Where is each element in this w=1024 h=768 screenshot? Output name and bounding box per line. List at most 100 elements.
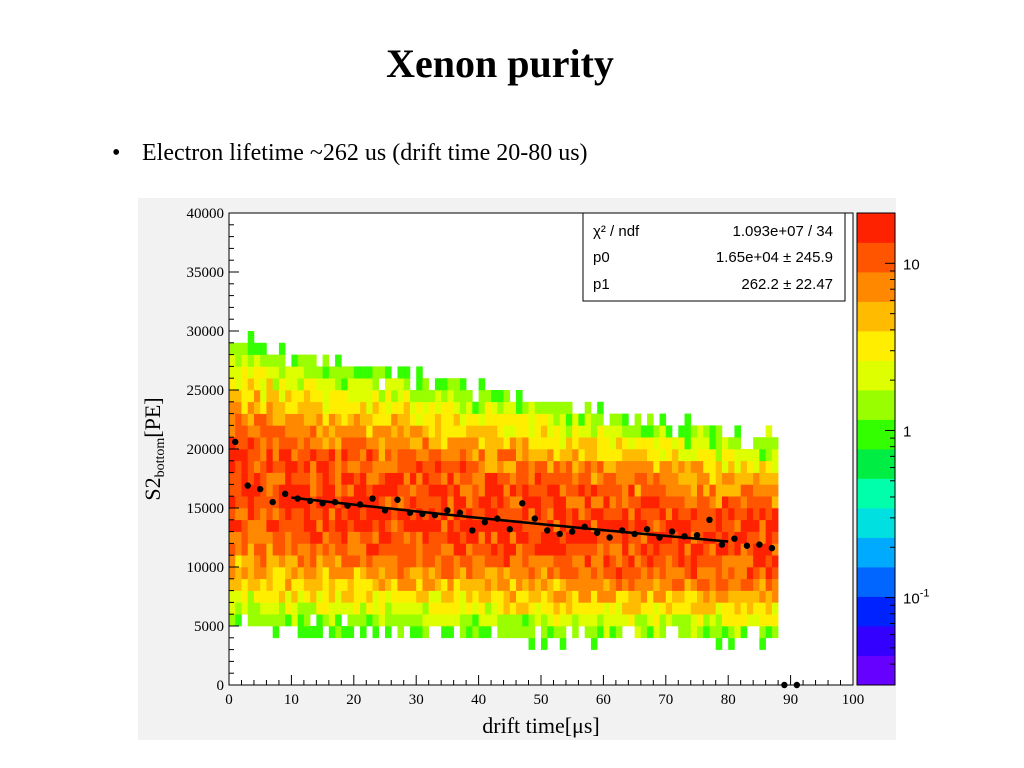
heatmap-cell bbox=[328, 390, 336, 403]
heatmap-cell bbox=[697, 614, 704, 627]
heatmap-cell bbox=[347, 425, 355, 438]
heatmap-cell bbox=[547, 472, 554, 485]
heatmap-cell bbox=[609, 519, 617, 532]
heatmap-cell bbox=[266, 413, 273, 426]
heatmap-cell bbox=[659, 590, 667, 603]
heatmap-cell bbox=[697, 508, 704, 521]
heatmap-cell bbox=[534, 555, 542, 568]
heatmap-cell bbox=[541, 602, 548, 615]
heatmap-cell bbox=[753, 449, 760, 462]
heatmap-cell bbox=[378, 519, 386, 532]
heatmap-cell bbox=[397, 390, 405, 403]
heatmap-cell bbox=[509, 401, 517, 414]
heatmap-cell bbox=[278, 614, 286, 627]
heatmap-cell bbox=[260, 508, 267, 521]
heatmap-cell bbox=[253, 578, 261, 591]
heatmap-cell bbox=[753, 472, 760, 485]
heatmap-cell bbox=[322, 555, 330, 568]
heatmap-cell bbox=[497, 390, 504, 403]
heatmap-cell bbox=[709, 472, 717, 485]
heatmap-cell bbox=[634, 602, 642, 615]
heatmap-cell bbox=[347, 401, 355, 414]
heatmap-cell bbox=[559, 449, 567, 462]
heatmap-cell bbox=[241, 578, 249, 591]
heatmap-cell bbox=[572, 519, 579, 532]
colorbar-segment bbox=[857, 213, 895, 243]
heatmap-cell bbox=[341, 578, 348, 591]
heatmap-cell bbox=[697, 555, 704, 568]
profile-point bbox=[306, 497, 314, 505]
heatmap-cell bbox=[335, 354, 342, 367]
heatmap-cell bbox=[372, 484, 380, 497]
heatmap-cell bbox=[397, 449, 405, 462]
heatmap-cell bbox=[484, 519, 492, 532]
heatmap-cell bbox=[378, 531, 386, 544]
heatmap-cell bbox=[765, 425, 773, 438]
heatmap-cell bbox=[341, 413, 348, 426]
heatmap-cell bbox=[391, 401, 398, 414]
heatmap-cell bbox=[353, 484, 361, 497]
heatmap-cell bbox=[528, 555, 536, 568]
heatmap-cell bbox=[428, 555, 436, 568]
heatmap-cell bbox=[684, 519, 692, 532]
heatmap-cell bbox=[478, 555, 486, 568]
heatmap-cell bbox=[565, 472, 573, 485]
colorbar-segment bbox=[857, 419, 895, 450]
heatmap-cell bbox=[528, 531, 536, 544]
heatmap-cell bbox=[453, 519, 461, 532]
heatmap-cell bbox=[491, 508, 498, 521]
heatmap-cell bbox=[235, 555, 242, 568]
heatmap-cell bbox=[734, 472, 741, 485]
heatmap-cell bbox=[441, 460, 448, 473]
heatmap-cell bbox=[453, 614, 461, 627]
heatmap-cell bbox=[653, 590, 660, 603]
heatmap-cell bbox=[428, 401, 436, 414]
heatmap-cell bbox=[347, 567, 355, 580]
heatmap-cell bbox=[740, 614, 748, 627]
heatmap-cell bbox=[360, 366, 367, 379]
heatmap-cell bbox=[709, 555, 717, 568]
heatmap-cell bbox=[303, 543, 311, 556]
heatmap-cell bbox=[516, 555, 523, 568]
heatmap-cell bbox=[653, 460, 660, 473]
heatmap-cell bbox=[697, 437, 704, 450]
heatmap-cell bbox=[353, 555, 361, 568]
heatmap-cell bbox=[291, 390, 298, 403]
heatmap-cell bbox=[441, 496, 448, 509]
heatmap-cell bbox=[310, 602, 317, 615]
heatmap-cell bbox=[285, 578, 292, 591]
heatmap-cell bbox=[372, 390, 380, 403]
heatmap-cell bbox=[503, 401, 511, 414]
profile-point bbox=[631, 530, 638, 538]
heatmap-cell bbox=[503, 602, 511, 615]
heatmap-cell bbox=[590, 543, 598, 556]
heatmap-cell bbox=[659, 472, 667, 485]
heatmap-cell bbox=[385, 460, 392, 473]
heatmap-cell bbox=[416, 378, 423, 391]
heatmap-cell bbox=[229, 567, 236, 580]
heatmap-cell bbox=[509, 602, 517, 615]
heatmap-cell bbox=[428, 602, 436, 615]
heatmap-cell bbox=[497, 590, 504, 603]
y-tick-label: 0 bbox=[217, 678, 225, 694]
heatmap-cell bbox=[310, 413, 317, 426]
heatmap-cell bbox=[653, 484, 660, 497]
heatmap-cell bbox=[497, 401, 504, 414]
heatmap-cell bbox=[241, 567, 249, 580]
heatmap-cell bbox=[459, 519, 467, 532]
heatmap-cell bbox=[235, 567, 242, 580]
heatmap-cell bbox=[409, 508, 417, 521]
heatmap-cell bbox=[721, 614, 729, 627]
heatmap-cell bbox=[322, 543, 330, 556]
heatmap-cell bbox=[603, 496, 610, 509]
heatmap-cell bbox=[378, 425, 386, 438]
heatmap-cell bbox=[391, 413, 398, 426]
heatmap-cell bbox=[472, 614, 479, 627]
heatmap-cell bbox=[597, 602, 604, 615]
heatmap-cell bbox=[759, 531, 766, 544]
heatmap-cell bbox=[703, 460, 710, 473]
heatmap-cell bbox=[628, 508, 635, 521]
heatmap-cell bbox=[447, 413, 454, 426]
heatmap-cell bbox=[541, 425, 548, 438]
heatmap-cell bbox=[347, 472, 355, 485]
